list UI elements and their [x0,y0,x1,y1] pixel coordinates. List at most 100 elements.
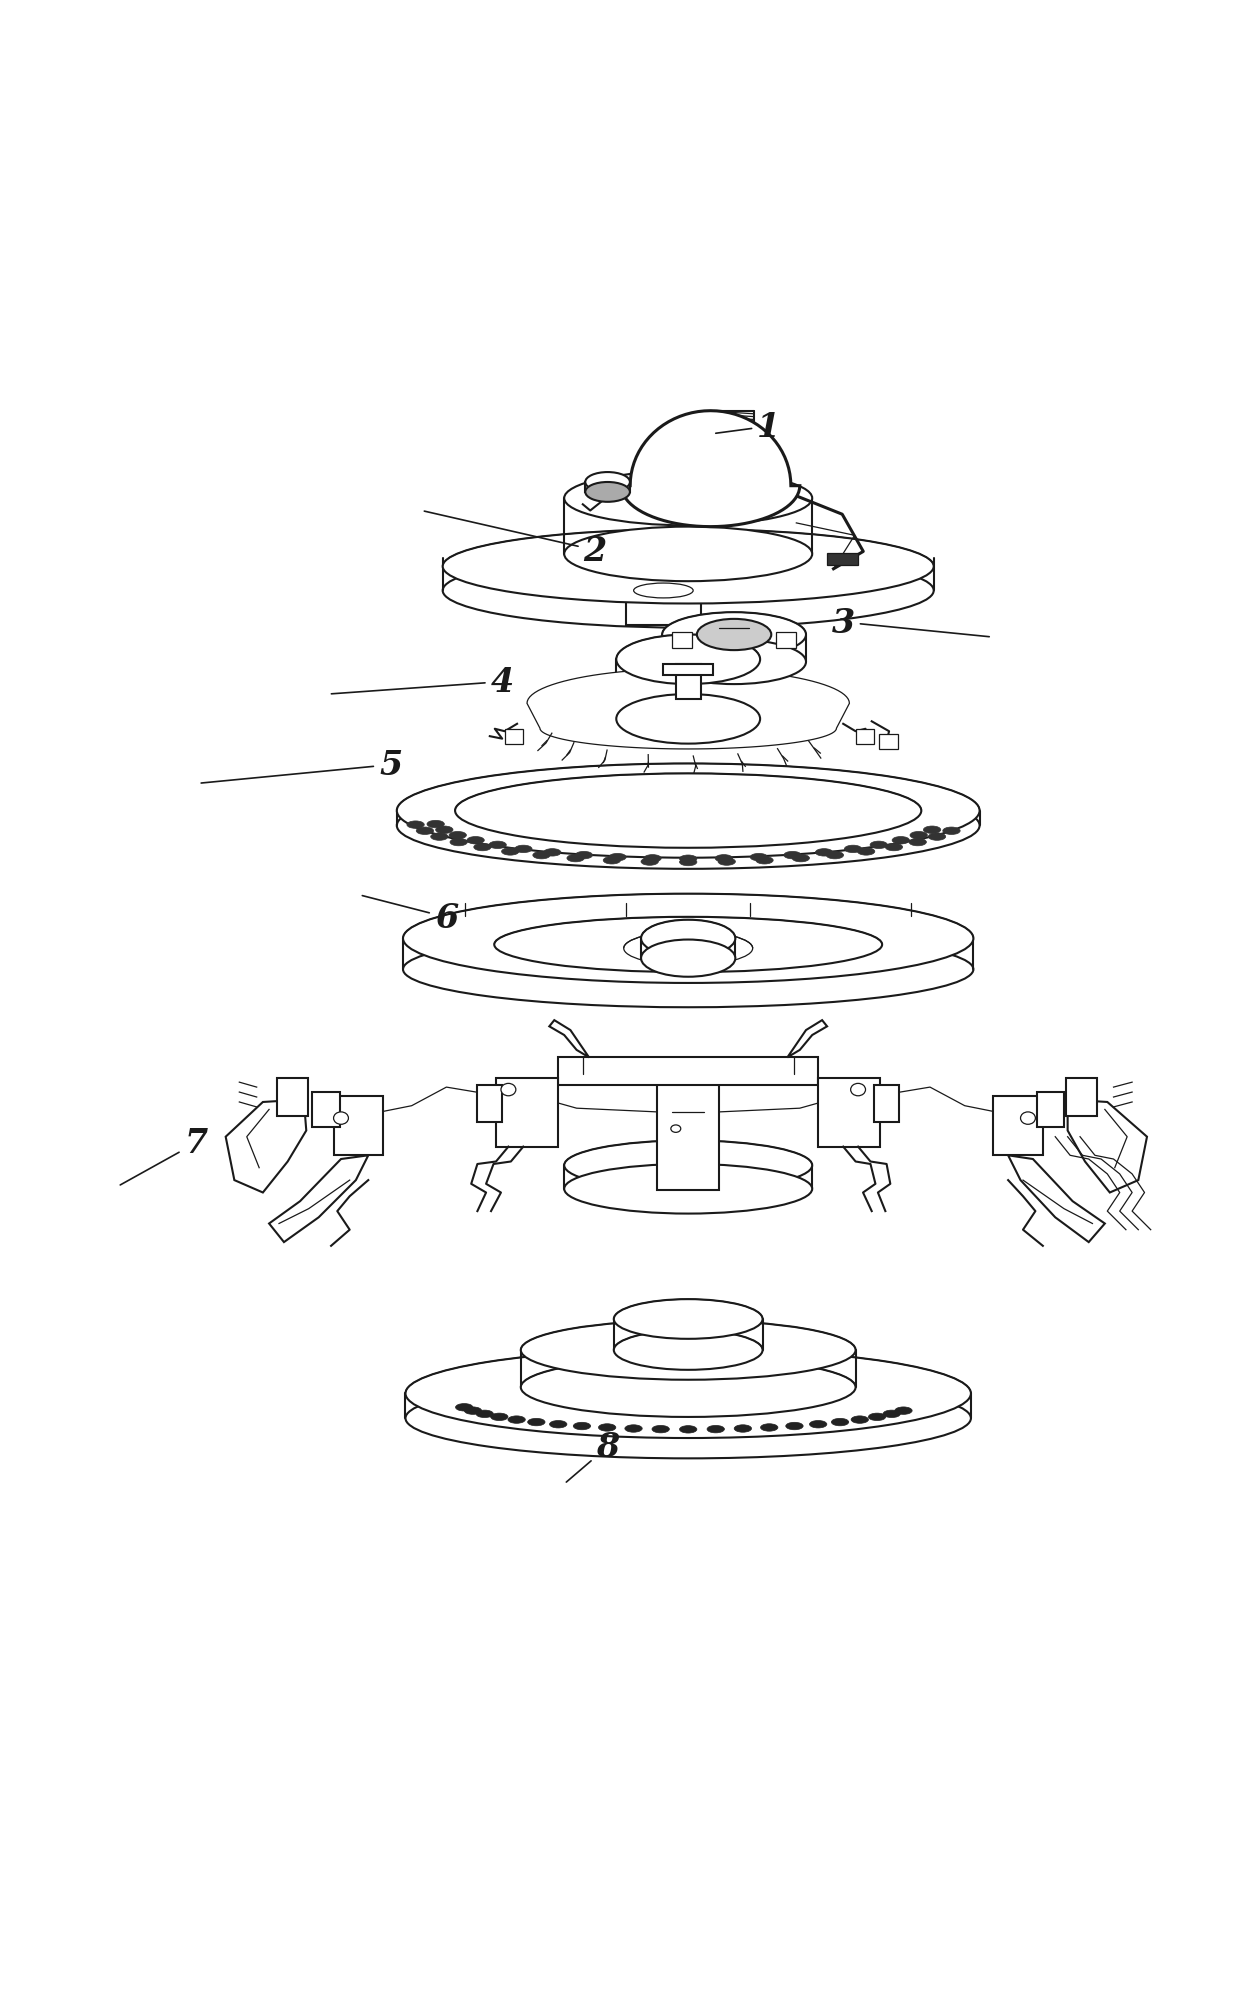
Ellipse shape [786,1422,804,1430]
Ellipse shape [641,920,735,957]
Bar [626,592,701,626]
Ellipse shape [750,854,768,862]
Ellipse shape [697,620,771,651]
Text: 2: 2 [424,512,606,568]
Ellipse shape [831,1418,848,1426]
Ellipse shape [575,852,593,860]
Ellipse shape [816,850,833,856]
Ellipse shape [718,858,735,866]
Ellipse shape [858,848,875,856]
Ellipse shape [403,894,973,983]
Ellipse shape [543,850,560,856]
Ellipse shape [455,1404,472,1412]
Ellipse shape [564,1164,812,1214]
Ellipse shape [501,1084,516,1096]
Bar [663,665,713,675]
Ellipse shape [567,856,584,862]
Bar [585,483,630,493]
Text: 3: 3 [832,606,990,638]
Ellipse shape [868,1414,885,1420]
Ellipse shape [614,1299,763,1339]
Ellipse shape [549,1420,567,1428]
Ellipse shape [756,858,774,864]
Polygon shape [1008,1156,1105,1243]
Ellipse shape [474,844,491,852]
Bar [707,451,761,465]
Ellipse shape [491,1414,508,1420]
Ellipse shape [624,932,753,965]
Polygon shape [269,1156,368,1243]
Bar [874,1086,899,1122]
Polygon shape [527,669,849,749]
Ellipse shape [826,852,843,860]
Ellipse shape [851,1084,866,1096]
Ellipse shape [662,640,806,685]
Ellipse shape [707,457,761,473]
Ellipse shape [929,834,946,842]
Ellipse shape [883,1410,900,1418]
Ellipse shape [895,1408,913,1414]
Ellipse shape [564,528,812,582]
Ellipse shape [707,1426,724,1434]
Ellipse shape [910,832,928,840]
Ellipse shape [641,858,658,866]
Text: 7: 7 [120,1128,207,1186]
Ellipse shape [564,1140,812,1190]
Ellipse shape [573,1422,590,1430]
Bar [312,1092,340,1128]
Ellipse shape [417,828,434,836]
Bar [1066,1080,1097,1116]
Bar [496,1080,558,1148]
Ellipse shape [909,840,926,846]
Ellipse shape [427,822,444,828]
Text: 4: 4 [331,667,513,699]
Ellipse shape [616,634,760,685]
Text: 1: 1 [715,411,780,443]
Bar [827,554,858,566]
Ellipse shape [810,1420,827,1428]
Bar [657,1080,719,1190]
Ellipse shape [792,856,810,862]
Ellipse shape [476,1410,494,1418]
Ellipse shape [680,856,697,864]
Ellipse shape [614,1331,763,1370]
Ellipse shape [443,554,934,628]
Ellipse shape [430,834,448,842]
Bar [1037,1092,1064,1128]
Ellipse shape [564,471,812,526]
Ellipse shape [715,856,733,862]
Bar [657,967,719,983]
Ellipse shape [489,842,506,850]
Bar [818,1080,880,1148]
Ellipse shape [407,822,424,830]
Ellipse shape [521,1357,856,1418]
Ellipse shape [1021,1112,1035,1124]
Bar [334,1096,383,1156]
Ellipse shape [707,447,761,461]
Bar [776,632,796,649]
Ellipse shape [851,1416,868,1424]
Text: 8: 8 [567,1430,619,1482]
Ellipse shape [405,1349,971,1438]
Ellipse shape [599,1424,616,1432]
Ellipse shape [722,461,746,469]
Ellipse shape [641,941,735,977]
Ellipse shape [734,1426,751,1432]
Ellipse shape [508,1416,526,1424]
Ellipse shape [443,530,934,604]
Ellipse shape [625,1426,642,1432]
Ellipse shape [397,763,980,858]
Bar [558,1057,818,1086]
Bar [676,665,701,699]
Bar [879,735,898,749]
Ellipse shape [844,846,862,854]
Ellipse shape [784,852,801,860]
Ellipse shape [603,858,620,864]
Bar [856,729,874,745]
Polygon shape [787,1021,827,1057]
Polygon shape [1068,1100,1147,1192]
Ellipse shape [449,832,466,840]
Ellipse shape [671,1126,681,1132]
Ellipse shape [397,783,980,870]
Ellipse shape [942,828,960,836]
